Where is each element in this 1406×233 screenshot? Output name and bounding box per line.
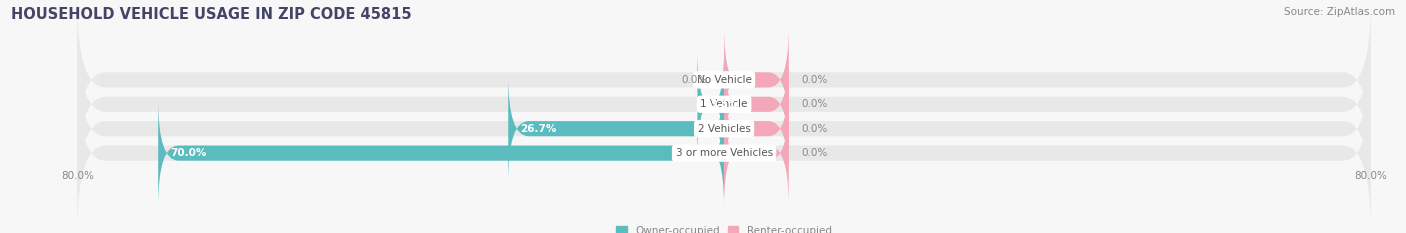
Legend: Owner-occupied, Renter-occupied: Owner-occupied, Renter-occupied [616,226,832,233]
Text: 0.0%: 0.0% [801,75,827,85]
Text: 0.0%: 0.0% [682,75,709,85]
FancyBboxPatch shape [724,51,789,158]
Text: 2 Vehicles: 2 Vehicles [697,124,751,134]
Text: 70.0%: 70.0% [170,148,207,158]
FancyBboxPatch shape [77,51,1371,207]
Text: 0.0%: 0.0% [801,124,827,134]
Text: 0.0%: 0.0% [801,148,827,158]
Text: 3 or more Vehicles: 3 or more Vehicles [675,148,773,158]
FancyBboxPatch shape [724,100,789,207]
FancyBboxPatch shape [77,2,1371,158]
Text: 0.0%: 0.0% [801,99,827,109]
Text: Source: ZipAtlas.com: Source: ZipAtlas.com [1284,7,1395,17]
Text: No Vehicle: No Vehicle [696,75,752,85]
FancyBboxPatch shape [508,75,724,182]
Text: 1 Vehicle: 1 Vehicle [700,99,748,109]
Text: 26.7%: 26.7% [520,124,557,134]
FancyBboxPatch shape [724,26,789,133]
FancyBboxPatch shape [77,26,1371,182]
Text: HOUSEHOLD VEHICLE USAGE IN ZIP CODE 45815: HOUSEHOLD VEHICLE USAGE IN ZIP CODE 4581… [11,7,412,22]
FancyBboxPatch shape [159,100,724,207]
FancyBboxPatch shape [724,75,789,182]
FancyBboxPatch shape [697,51,724,158]
Text: 3.3%: 3.3% [710,99,738,109]
FancyBboxPatch shape [77,75,1371,231]
